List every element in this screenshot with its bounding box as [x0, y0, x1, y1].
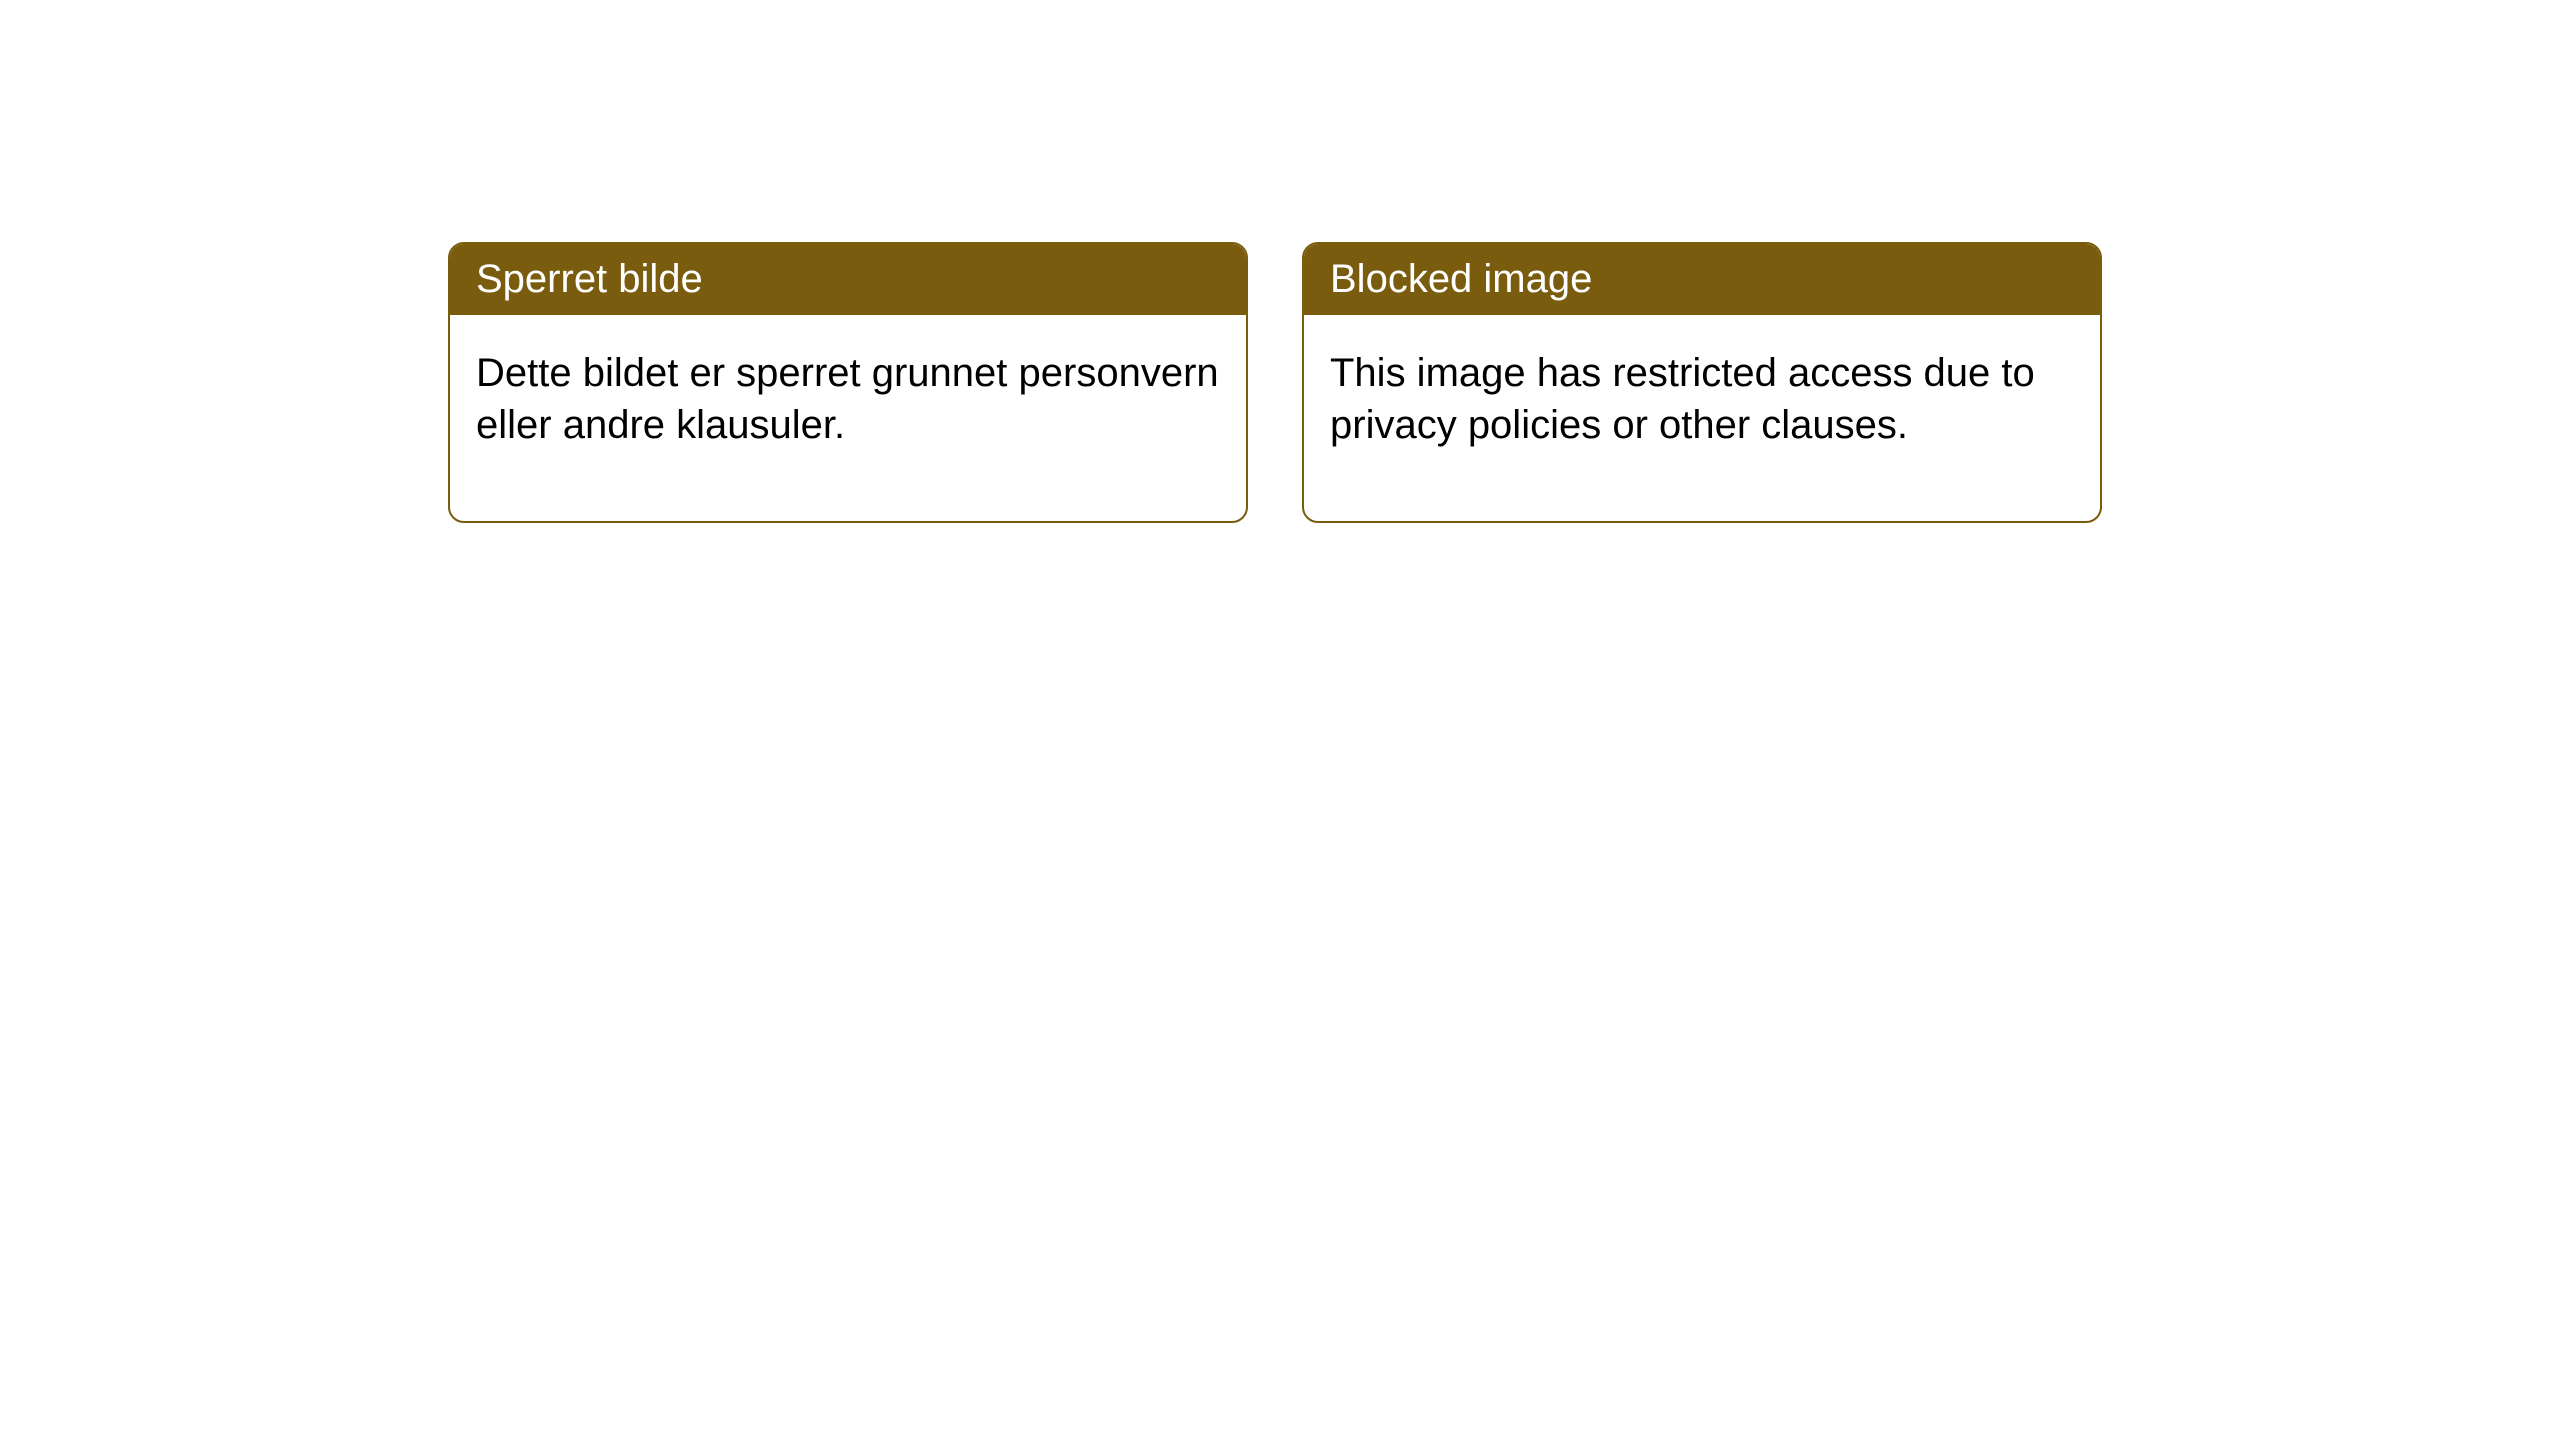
- card-title: Blocked image: [1330, 257, 1592, 301]
- card-body-text: Dette bildet er sperret grunnet personve…: [476, 351, 1219, 447]
- card-title: Sperret bilde: [476, 257, 703, 301]
- notice-card-english: Blocked image This image has restricted …: [1302, 242, 2102, 523]
- notice-cards-container: Sperret bilde Dette bildet er sperret gr…: [448, 242, 2102, 523]
- card-body: Dette bildet er sperret grunnet personve…: [450, 315, 1246, 521]
- notice-card-norwegian: Sperret bilde Dette bildet er sperret gr…: [448, 242, 1248, 523]
- card-body: This image has restricted access due to …: [1304, 315, 2100, 521]
- card-header: Blocked image: [1304, 244, 2100, 315]
- card-body-text: This image has restricted access due to …: [1330, 351, 2035, 447]
- card-header: Sperret bilde: [450, 244, 1246, 315]
